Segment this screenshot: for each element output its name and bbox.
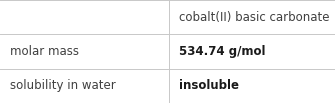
Text: solubility in water: solubility in water bbox=[10, 79, 116, 92]
Text: 534.74 g/mol: 534.74 g/mol bbox=[179, 45, 266, 58]
Text: molar mass: molar mass bbox=[10, 45, 79, 58]
Text: cobalt(II) basic carbonate: cobalt(II) basic carbonate bbox=[179, 11, 330, 24]
Text: insoluble: insoluble bbox=[179, 79, 239, 92]
